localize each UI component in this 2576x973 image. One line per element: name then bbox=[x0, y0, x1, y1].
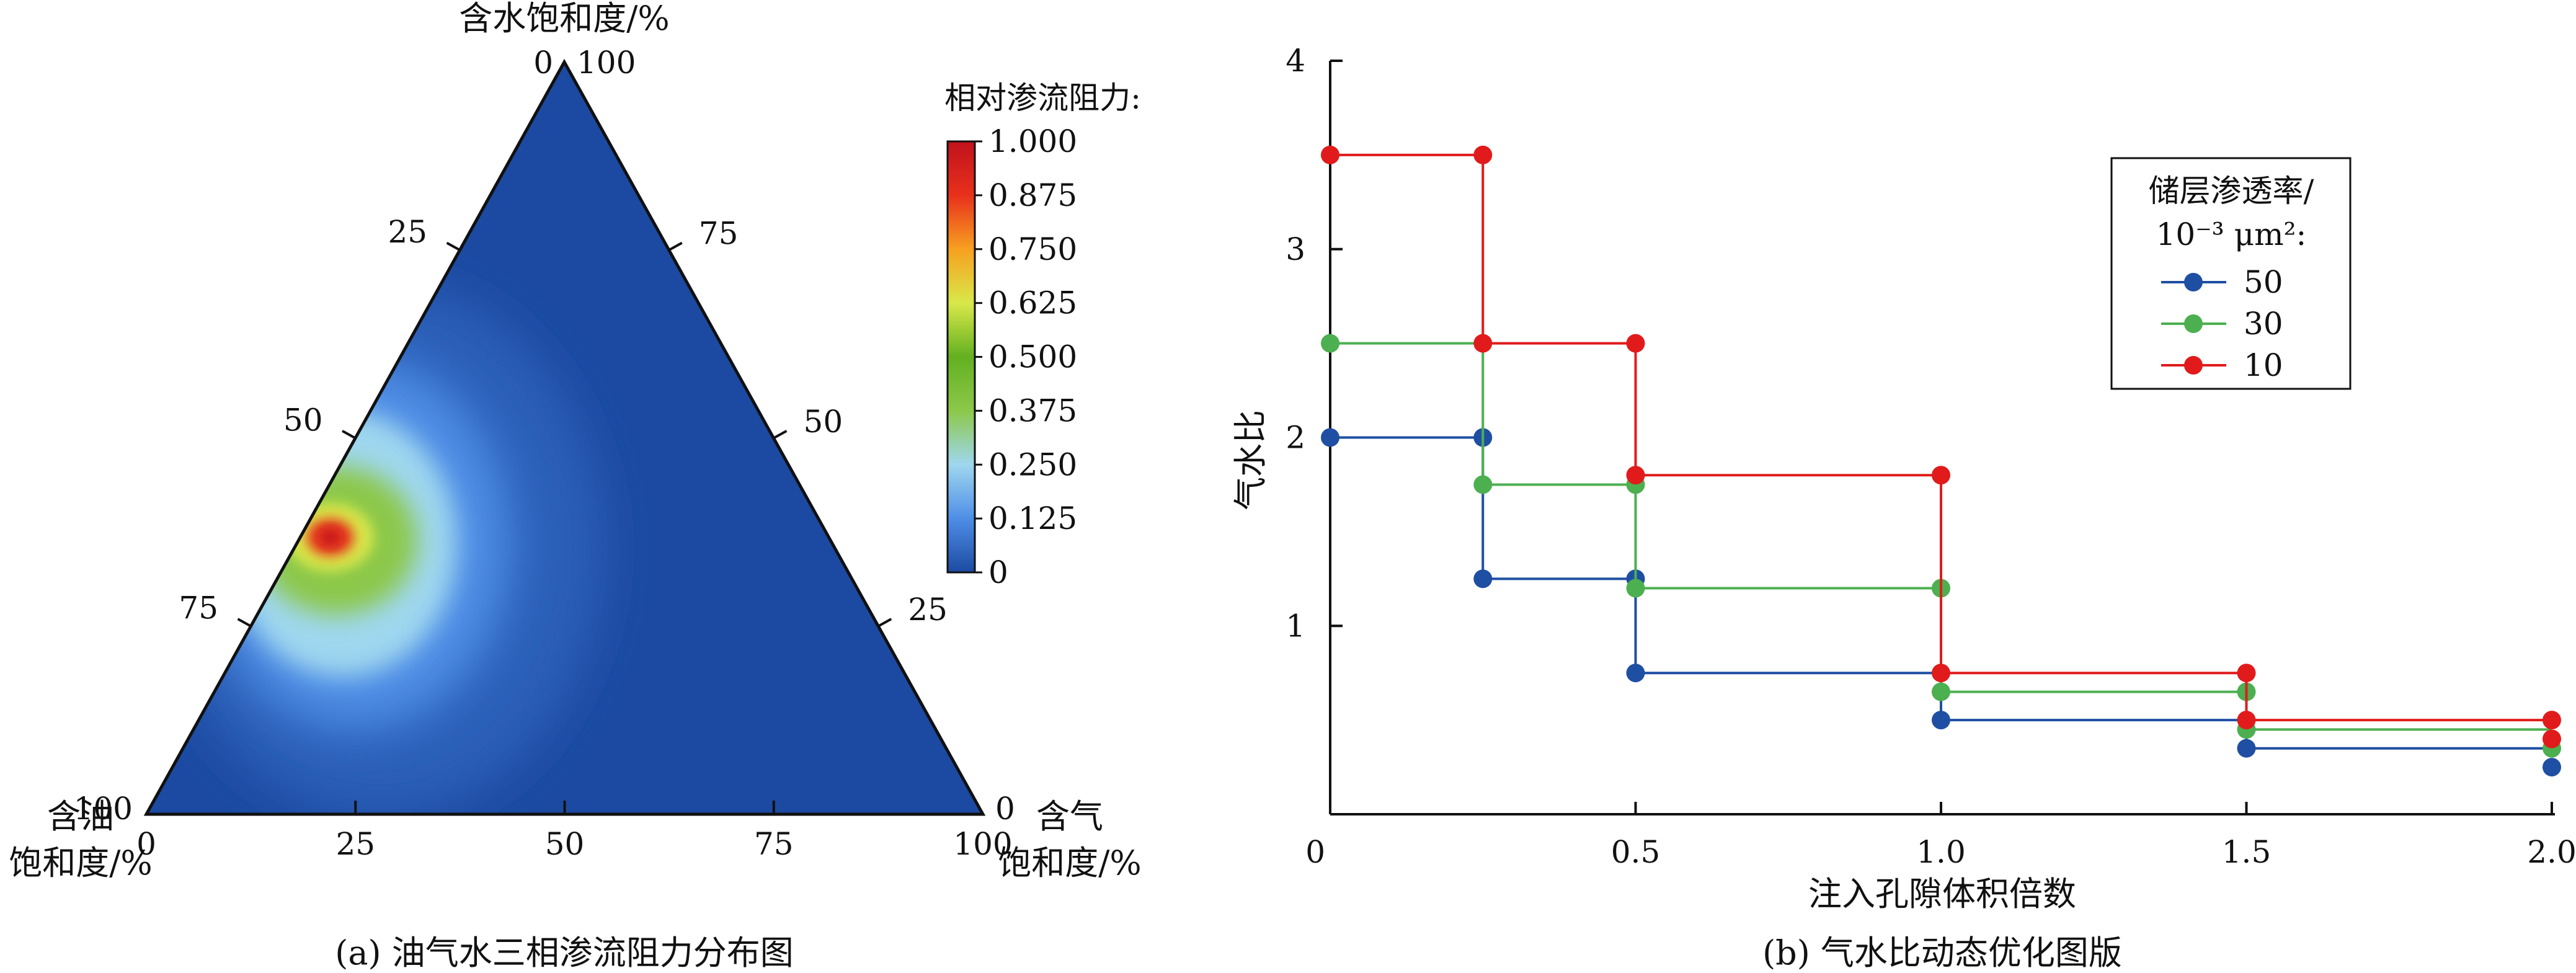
water-axis-tick-label: 50 bbox=[283, 402, 323, 438]
gas-axis-tick-label: 75 bbox=[699, 216, 739, 252]
gas-axis-label-line1: 含气 bbox=[1036, 797, 1103, 836]
oil-axis-label-line1: 含油 bbox=[47, 797, 114, 836]
water-axis-tick-label: 0 bbox=[533, 45, 553, 81]
x-axis-label: 注入孔隙体积倍数 bbox=[1808, 874, 2076, 913]
legend-label-30: 30 bbox=[2244, 306, 2283, 342]
step-series bbox=[1321, 145, 2561, 777]
water-axis-tick-label: 75 bbox=[179, 590, 218, 626]
step-axis-ticks: 0 0.5 1.0 1.5 2.0 1 2 3 4 bbox=[1286, 43, 2576, 870]
halo-core-layer bbox=[320, 529, 340, 546]
series-point-10 bbox=[2237, 711, 2256, 730]
water-axis-tick bbox=[342, 430, 356, 440]
oil-axis-tick-label: 0 bbox=[136, 826, 156, 862]
water-axis-tick bbox=[446, 241, 461, 251]
panel-b-caption: (b) 气水比动态优化图版 bbox=[1762, 933, 2122, 972]
panel-a-caption: (a) 油气水三相渗流阻力分布图 bbox=[335, 933, 794, 972]
series-point-30 bbox=[1932, 682, 1950, 701]
gas-axis-tick-label: 100 bbox=[577, 45, 636, 81]
y-axis-tick-label: 2 bbox=[1286, 420, 1305, 456]
legend-marker-50 bbox=[2184, 273, 2203, 291]
colorbar-tick-label: 0.875 bbox=[988, 177, 1077, 213]
y-axis-tick-label: 1 bbox=[1286, 608, 1305, 644]
resistance-hotspot bbox=[156, 283, 603, 814]
water-axis-tick-label: 25 bbox=[388, 214, 427, 250]
water-axis-label: 含水饱和度/% bbox=[459, 0, 670, 38]
y-axis-label: 气水比 bbox=[1231, 410, 1270, 510]
legend-label-50: 50 bbox=[2244, 264, 2283, 300]
x-axis-tick-label: 1.5 bbox=[2222, 834, 2272, 870]
x-axis-tick-label: 0.5 bbox=[1611, 834, 1661, 870]
legend-title-line1: 储层渗透率/ bbox=[2149, 173, 2314, 209]
water-axis-tick bbox=[237, 618, 252, 628]
series-point-10 bbox=[1626, 334, 1645, 353]
series-point-10 bbox=[2237, 664, 2256, 683]
legend-marker-30 bbox=[2184, 314, 2203, 333]
series-line-10 bbox=[1330, 153, 2552, 722]
colorbar-tick-label: 0.125 bbox=[988, 500, 1077, 536]
colorbar-title: 相对渗流阻力: bbox=[944, 80, 1141, 116]
legend-items: 50 30 10 bbox=[2161, 264, 2283, 383]
legend-box bbox=[2110, 157, 2352, 390]
gas-axis-tick bbox=[668, 241, 683, 251]
legend-title-line2: 10⁻³ μm²: bbox=[2156, 216, 2307, 252]
colorbar-tick-label: 0 bbox=[988, 554, 1008, 590]
gas-axis-tick bbox=[877, 618, 892, 628]
series-point-50 bbox=[1473, 569, 1493, 589]
colorbar-tick-label: 0.500 bbox=[988, 339, 1077, 375]
y-axis-tick-label: 4 bbox=[1286, 43, 1305, 79]
legend: 储层渗透率/ 10⁻³ μm²: 50 30 10 bbox=[2110, 157, 2352, 390]
oil-axis-tick-label: 100 bbox=[953, 826, 1012, 862]
gas-axis-tick-label: 25 bbox=[908, 592, 948, 628]
gas-axis-label-line2: 饱和度/% bbox=[998, 843, 1142, 882]
gas-axis-tick-label: 50 bbox=[804, 404, 843, 440]
colorbar-tick-label: 0.250 bbox=[988, 447, 1077, 482]
colorbar: 相对渗流阻力: 1.000 0.875 0.750 0.625 0.500 0.375 0.… bbox=[944, 80, 1141, 590]
series-point-10 bbox=[1626, 466, 1645, 485]
series-point-10 bbox=[1932, 466, 1950, 485]
series-point-10 bbox=[1473, 334, 1493, 353]
series-point-30 bbox=[1321, 334, 1339, 353]
series-point-50 bbox=[1626, 664, 1645, 683]
oil-axis-tick-label: 25 bbox=[335, 826, 375, 862]
series-point-10 bbox=[1932, 664, 1950, 683]
gas-axis-tick bbox=[773, 430, 788, 440]
series-point-50 bbox=[1932, 711, 1950, 730]
colorbar-tick-label: 0.375 bbox=[988, 393, 1077, 429]
x-axis-tick-label: 2.0 bbox=[2527, 834, 2576, 870]
series-point-50 bbox=[2543, 758, 2561, 777]
colorbar-tick-label: 0.625 bbox=[988, 285, 1077, 321]
series-point-10 bbox=[2543, 729, 2561, 749]
step-chart: 0 0.5 1.0 1.5 2.0 1 2 3 4 注入孔隙体积倍数 气水比 储层渗透率/ 10… bbox=[1231, 43, 2576, 972]
gas-axis-tick-label: 0 bbox=[995, 791, 1015, 827]
oil-axis-tick-label: 50 bbox=[545, 826, 585, 862]
series-point-50 bbox=[2237, 739, 2256, 758]
series-point-10 bbox=[2543, 711, 2561, 730]
oil-axis-tick-label: 75 bbox=[754, 826, 794, 862]
ternary-field bbox=[146, 62, 983, 814]
series-point-10 bbox=[1473, 145, 1493, 164]
y-axis-tick-label: 3 bbox=[1286, 231, 1305, 267]
legend-label-10: 10 bbox=[2244, 347, 2283, 383]
water-axis-tick-label: 100 bbox=[74, 791, 133, 827]
x-axis-tick-label: 0 bbox=[1305, 834, 1325, 870]
legend-marker-10 bbox=[2184, 356, 2203, 375]
colorbar-gradient bbox=[946, 140, 976, 574]
colorbar-tick-label: 0.750 bbox=[988, 231, 1077, 267]
colorbar-ticks: 1.000 0.875 0.750 0.625 0.500 0.375 0.250 0.125… bbox=[975, 123, 1077, 590]
colorbar-tick-label: 1.000 bbox=[988, 123, 1077, 159]
series-point-30 bbox=[1626, 579, 1645, 598]
oil-axis-label-line2: 饱和度/% bbox=[9, 843, 153, 882]
series-point-50 bbox=[1321, 428, 1339, 447]
series-point-10 bbox=[1321, 145, 1339, 164]
series-point-30 bbox=[1473, 475, 1493, 494]
x-axis-tick-label: 1.0 bbox=[1916, 834, 1966, 870]
